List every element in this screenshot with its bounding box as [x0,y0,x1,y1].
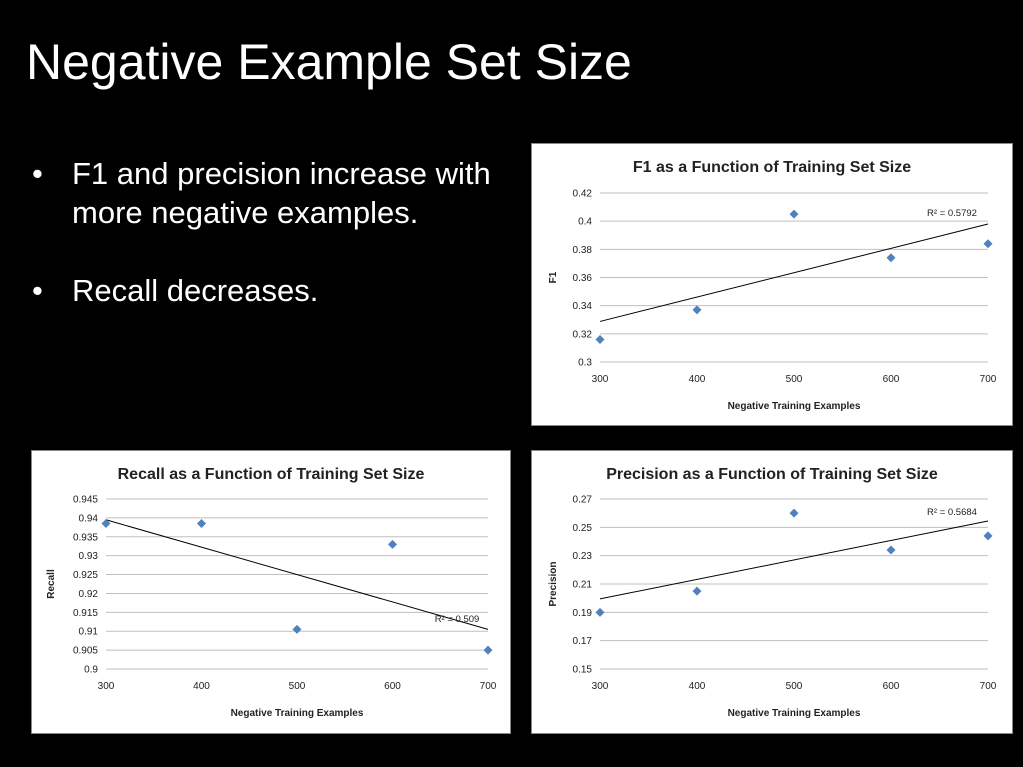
y-axis-label: Recall [46,569,57,599]
x-axis-label: Negative Training Examples [728,401,861,412]
data-point-marker [595,334,605,344]
y-tick-label: 0.17 [573,636,593,647]
y-axis-label: F1 [548,271,559,283]
y-tick-label: 0.92 [79,589,99,600]
y-tick-label: 0.93 [79,551,99,562]
recall-chart: Recall as a Function of Training Set Siz… [46,466,497,719]
y-tick-label: 0.945 [73,495,98,506]
chart-title: Recall as a Function of Training Set Siz… [118,466,425,483]
data-point-marker [101,519,111,529]
y-tick-label: 0.91 [79,627,99,638]
data-point-marker [789,508,799,518]
data-point-marker [595,607,605,617]
data-point-marker [483,645,493,655]
x-tick-label: 400 [689,374,706,385]
data-point-marker [388,539,397,549]
y-tick-label: 0.38 [573,245,593,256]
bullet-item: • F1 and precision increase with more ne… [32,154,502,232]
data-point-marker [886,545,896,555]
trendline [599,520,989,600]
f1-chart: F1 as a Function of Training Set Size 0.3… [548,159,997,412]
chart-title: Precision as a Function of Training Set … [606,466,938,483]
y-tick-label: 0.925 [73,570,98,581]
x-axis-label: Negative Training Examples [728,708,861,719]
y-tick-label: 0.27 [573,495,593,506]
y-tick-label: 0.23 [573,551,593,562]
x-tick-label: 400 [689,681,706,692]
precision-chart-panel: Precision as a Function of Training Set … [531,450,1013,734]
data-point-marker [886,253,896,263]
data-point-marker [789,209,799,219]
bullet-text: Recall decreases. [72,273,319,308]
y-tick-label: 0.94 [79,513,99,524]
y-tick-label: 0.915 [73,608,98,619]
x-tick-label: 500 [289,681,306,692]
x-tick-label: 600 [883,681,900,692]
trendline [105,519,489,630]
data-point-marker [292,624,302,634]
y-tick-label: 0.42 [573,189,593,200]
y-tick-label: 0.32 [573,329,593,340]
precision-chart: Precision as a Function of Training Set … [548,466,997,719]
y-tick-label: 0.3 [578,358,592,369]
recall-chart-panel: Recall as a Function of Training Set Siz… [31,450,511,734]
r-squared-label: R² = 0.509 [435,614,480,625]
x-tick-label: 700 [480,681,497,692]
x-tick-label: 400 [193,681,210,692]
chart-title: F1 as a Function of Training Set Size [633,159,911,176]
y-tick-label: 0.935 [73,532,98,543]
data-point-marker [197,519,206,529]
y-tick-label: 0.25 [573,523,593,534]
bullet-list: • F1 and precision increase with more ne… [32,154,502,349]
f1-chart-panel: F1 as a Function of Training Set Size 0.3… [531,143,1013,426]
x-tick-label: 300 [98,681,115,692]
slide-title: Negative Example Set Size [26,34,632,90]
x-tick-label: 500 [786,374,803,385]
x-tick-label: 700 [980,374,997,385]
y-tick-label: 0.19 [573,608,593,619]
y-tick-label: 0.905 [73,646,98,657]
y-tick-label: 0.9 [84,665,98,676]
data-point-marker [692,586,702,596]
bullet-item: • Recall decreases. [32,271,502,310]
r-squared-label: R² = 0.5792 [927,208,977,219]
x-axis-label: Negative Training Examples [231,708,364,719]
y-tick-label: 0.36 [573,273,593,284]
y-tick-label: 0.34 [573,301,593,312]
y-axis-label: Precision [548,561,559,606]
r-squared-label: R² = 0.5684 [927,507,977,518]
x-tick-label: 300 [592,681,609,692]
y-tick-label: 0.21 [573,580,593,591]
bullet-dot: • [32,273,43,308]
data-point-marker [983,531,993,541]
bullet-text: F1 and precision increase with more nega… [72,156,491,230]
trendline [599,223,989,322]
x-tick-label: 700 [980,681,997,692]
bullet-dot: • [32,156,43,191]
x-tick-label: 300 [592,374,609,385]
y-tick-label: 0.15 [573,665,593,676]
x-tick-label: 600 [883,374,900,385]
y-tick-label: 0.4 [578,217,592,228]
data-point-marker [983,239,993,249]
data-point-marker [692,305,702,315]
x-tick-label: 500 [786,681,803,692]
x-tick-label: 600 [384,681,401,692]
